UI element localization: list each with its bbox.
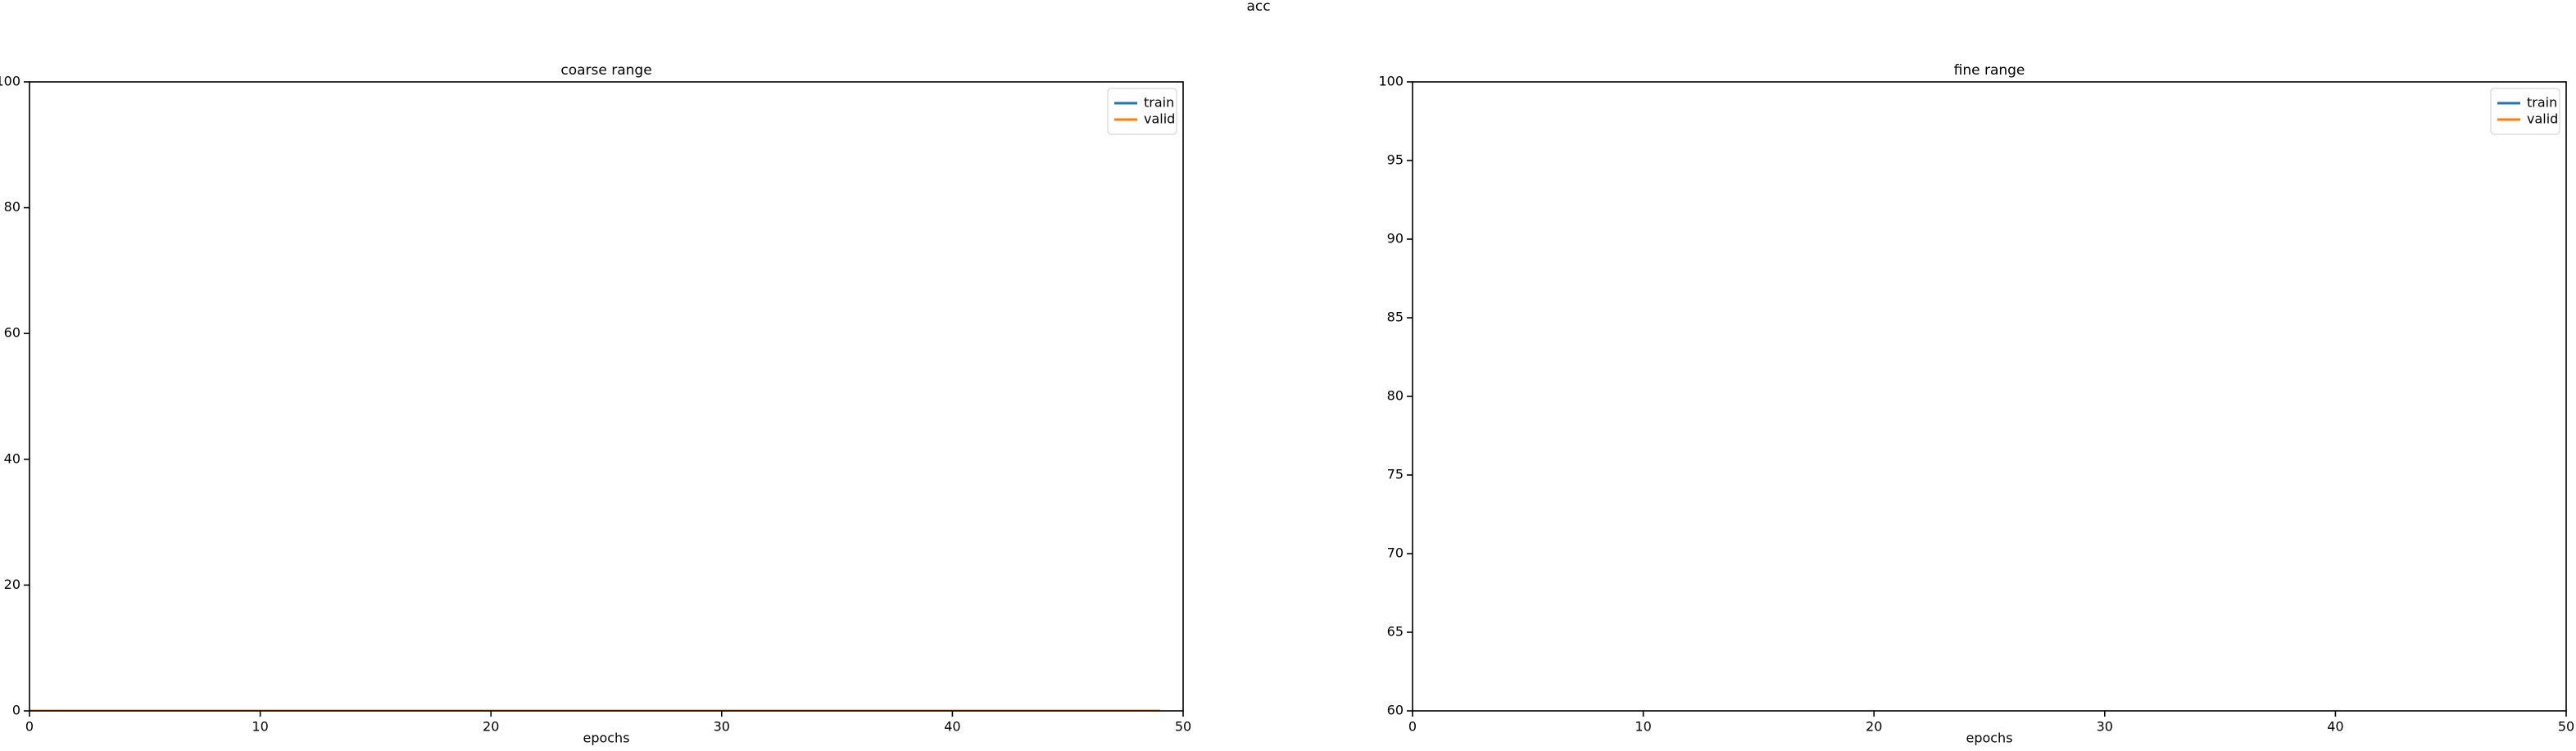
y-tick-label: 95 xyxy=(1387,152,1404,168)
y-tick-label: 90 xyxy=(1387,231,1404,247)
x-tick-label: 40 xyxy=(944,719,960,735)
legend-label: train xyxy=(1144,95,1174,111)
x-tick-label: 40 xyxy=(2327,719,2343,735)
legend-label: train xyxy=(2527,95,2557,111)
y-tick-label: 100 xyxy=(0,74,20,89)
y-tick-label: 60 xyxy=(4,325,20,341)
x-tick-label: 0 xyxy=(25,719,34,735)
axes-title: fine range xyxy=(1954,62,2025,79)
x-axis-label: epochs xyxy=(583,731,629,746)
axes-title: coarse range xyxy=(560,62,651,79)
x-tick-label: 20 xyxy=(483,719,499,735)
y-tick-label: 60 xyxy=(1387,703,1404,718)
y-tick-label: 100 xyxy=(1378,74,1404,89)
x-tick-label: 30 xyxy=(714,719,730,735)
y-tick-label: 80 xyxy=(1387,388,1404,404)
y-tick-label: 65 xyxy=(1387,624,1404,640)
figure-title: acc xyxy=(1246,0,1270,15)
axes-frame xyxy=(1412,81,2567,712)
legend-label: valid xyxy=(1144,111,1175,127)
x-tick-label: 20 xyxy=(1866,719,1882,735)
x-tick-label: 50 xyxy=(2558,719,2574,735)
y-tick-label: 20 xyxy=(4,577,20,592)
axes-frame xyxy=(29,81,1184,712)
x-tick-label: 10 xyxy=(1635,719,1651,735)
x-tick-label: 10 xyxy=(252,719,268,735)
y-tick-label: 75 xyxy=(1387,467,1404,482)
x-tick-label: 0 xyxy=(1408,719,1417,735)
y-tick-label: 80 xyxy=(4,199,20,215)
y-tick-label: 0 xyxy=(12,703,20,718)
y-tick-label: 85 xyxy=(1387,310,1404,325)
x-tick-label: 30 xyxy=(2097,719,2113,735)
legend-box xyxy=(2490,88,2560,135)
y-tick-label: 40 xyxy=(4,450,20,466)
x-tick-label: 50 xyxy=(1175,719,1191,735)
y-tick-label: 70 xyxy=(1387,545,1404,561)
legend-box xyxy=(1107,88,1177,135)
legend-label: valid xyxy=(2527,111,2558,127)
x-axis-label: epochs xyxy=(1966,731,2012,746)
